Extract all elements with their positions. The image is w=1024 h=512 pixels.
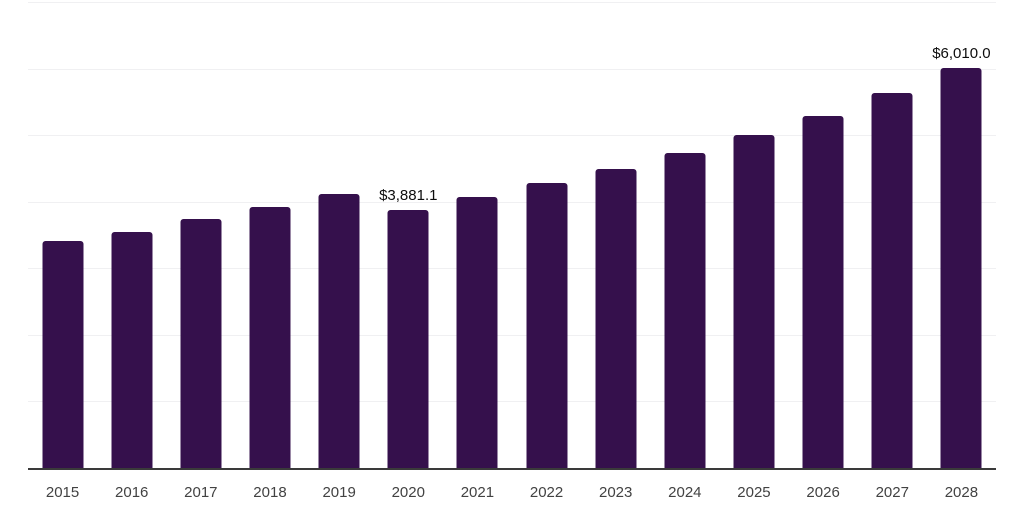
bar-2022 xyxy=(526,183,568,468)
bar-band-2019 xyxy=(305,2,374,468)
x-tick-2027: 2027 xyxy=(875,484,909,501)
bar-2015 xyxy=(42,241,84,468)
gridline-5000 xyxy=(28,135,996,137)
gridline-2000 xyxy=(28,334,996,336)
bar-band-2026 xyxy=(789,2,858,468)
bar-band-2024 xyxy=(650,2,719,468)
x-tick-2021: 2021 xyxy=(460,484,495,501)
bar-band-2025 xyxy=(719,2,788,468)
bars: $3,881.1 $6,010.0 xyxy=(28,2,996,468)
bar-band-2021 xyxy=(443,2,512,468)
bar-2020 xyxy=(387,209,429,468)
bar-2017 xyxy=(180,218,222,468)
gridline-4000 xyxy=(28,201,996,203)
bar-band-2028: $6,010.0 xyxy=(927,2,996,468)
bar-2026 xyxy=(802,115,844,468)
x-tick-2017: 2017 xyxy=(184,484,218,501)
data-label-2028: $6,010.0 xyxy=(932,44,991,62)
x-tick-2023: 2023 xyxy=(599,484,633,501)
bar-2027 xyxy=(871,92,913,468)
bar-2028 xyxy=(940,67,982,468)
data-label-2020: $3,881.1 xyxy=(379,186,438,204)
gridline-3000 xyxy=(28,268,996,270)
bar-band-2016 xyxy=(97,2,166,468)
bar-2025 xyxy=(733,135,775,468)
bar-band-2023 xyxy=(581,2,650,468)
x-axis-labels: 2015 2016 2017 2018 2019 2020 2021 2022 2023 2024… xyxy=(28,484,996,501)
bar-band-2015 xyxy=(28,2,97,468)
x-tick-2016: 2016 xyxy=(115,484,149,501)
bar-2016 xyxy=(111,232,153,468)
bar-2021 xyxy=(456,197,498,468)
bar-2024 xyxy=(664,153,706,468)
plot-area: $3,881.1 $6,010.0 xyxy=(28,2,996,468)
x-tick-2022: 2022 xyxy=(529,484,564,501)
gridline-1000 xyxy=(28,401,996,403)
bar-band-2027 xyxy=(858,2,927,468)
gridline-6000 xyxy=(28,68,996,70)
gridline-7000 xyxy=(28,2,996,3)
bar-2023 xyxy=(595,169,637,468)
x-tick-2025: 2025 xyxy=(737,484,771,501)
x-tick-2019: 2019 xyxy=(322,484,356,501)
x-tick-2024: 2024 xyxy=(668,484,702,501)
x-tick-2026: 2026 xyxy=(806,484,840,501)
bar-2019 xyxy=(318,194,360,468)
x-axis-line xyxy=(28,468,996,470)
bar-2018 xyxy=(249,207,291,468)
bar-band-2017 xyxy=(166,2,235,468)
x-tick-2015: 2015 xyxy=(45,484,80,501)
bar-band-2022 xyxy=(512,2,581,468)
bar-band-2018 xyxy=(235,2,304,468)
x-tick-2018: 2018 xyxy=(253,484,287,501)
bar-band-2020: $3,881.1 xyxy=(374,2,443,468)
x-tick-2028: 2028 xyxy=(944,484,979,501)
x-tick-2020: 2020 xyxy=(391,484,425,501)
